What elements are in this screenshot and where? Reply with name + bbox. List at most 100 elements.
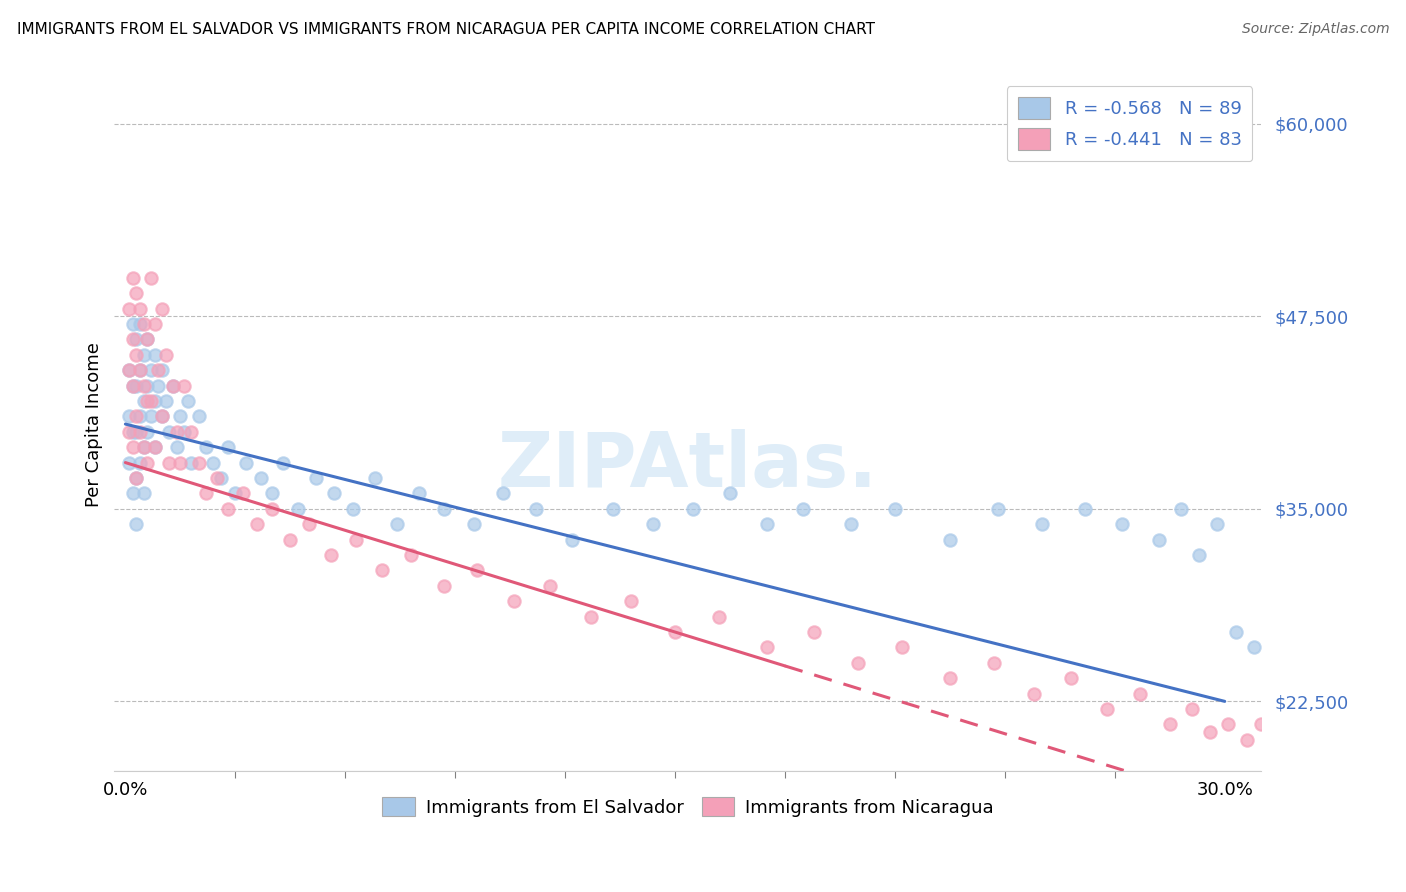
Immigrants from El Salvador bbox=[1031, 517, 1053, 532]
Immigrants from El Salvador bbox=[176, 394, 198, 409]
Immigrants from Nicaragua bbox=[1024, 687, 1046, 701]
Immigrants from El Salvador bbox=[162, 378, 184, 392]
Immigrants from Nicaragua bbox=[166, 425, 188, 439]
Immigrants from El Salvador bbox=[132, 486, 155, 500]
Immigrants from El Salvador bbox=[125, 378, 148, 392]
Immigrants from El Salvador bbox=[1243, 640, 1265, 655]
Immigrants from El Salvador bbox=[408, 486, 430, 500]
Immigrants from Nicaragua bbox=[173, 378, 195, 392]
Immigrants from El Salvador bbox=[363, 471, 385, 485]
Immigrants from El Salvador bbox=[157, 425, 180, 439]
Immigrants from El Salvador bbox=[1147, 533, 1170, 547]
Immigrants from Nicaragua bbox=[1250, 717, 1272, 731]
Immigrants from Nicaragua bbox=[129, 425, 152, 439]
Immigrants from Nicaragua bbox=[136, 332, 159, 346]
Immigrants from El Salvador bbox=[641, 517, 664, 532]
Immigrants from Nicaragua bbox=[939, 671, 962, 685]
Immigrants from Nicaragua bbox=[129, 363, 152, 377]
Immigrants from El Salvador bbox=[1170, 501, 1192, 516]
Immigrants from Nicaragua bbox=[139, 270, 162, 285]
Immigrants from El Salvador bbox=[180, 456, 202, 470]
Immigrants from El Salvador bbox=[121, 317, 143, 331]
Immigrants from El Salvador bbox=[136, 378, 159, 392]
Immigrants from El Salvador bbox=[187, 409, 209, 424]
Immigrants from Nicaragua bbox=[125, 409, 148, 424]
Immigrants from Nicaragua bbox=[803, 625, 825, 640]
Text: IMMIGRANTS FROM EL SALVADOR VS IMMIGRANTS FROM NICARAGUA PER CAPITA INCOME CORRE: IMMIGRANTS FROM EL SALVADOR VS IMMIGRANT… bbox=[17, 22, 875, 37]
Immigrants from Nicaragua bbox=[205, 471, 228, 485]
Immigrants from Nicaragua bbox=[118, 301, 141, 316]
Immigrants from Nicaragua bbox=[162, 378, 184, 392]
Immigrants from Nicaragua bbox=[150, 409, 173, 424]
Immigrants from El Salvador bbox=[136, 425, 159, 439]
Immigrants from Nicaragua bbox=[1298, 748, 1320, 763]
Immigrants from El Salvador bbox=[433, 501, 456, 516]
Immigrants from Nicaragua bbox=[180, 425, 202, 439]
Immigrants from Nicaragua bbox=[1097, 702, 1119, 716]
Immigrants from El Salvador bbox=[143, 440, 166, 454]
Immigrants from Nicaragua bbox=[1159, 717, 1181, 731]
Immigrants from El Salvador bbox=[118, 363, 141, 377]
Immigrants from Nicaragua bbox=[846, 656, 869, 670]
Immigrants from Nicaragua bbox=[1272, 732, 1295, 747]
Immigrants from El Salvador bbox=[939, 533, 962, 547]
Immigrants from Nicaragua bbox=[399, 548, 422, 562]
Immigrants from Nicaragua bbox=[1236, 732, 1258, 747]
Immigrants from Nicaragua bbox=[891, 640, 914, 655]
Immigrants from Nicaragua bbox=[246, 517, 269, 532]
Immigrants from Nicaragua bbox=[502, 594, 524, 608]
Immigrants from El Salvador bbox=[1188, 548, 1211, 562]
Immigrants from El Salvador bbox=[884, 501, 907, 516]
Immigrants from El Salvador bbox=[129, 456, 152, 470]
Immigrants from Nicaragua bbox=[132, 440, 155, 454]
Immigrants from El Salvador bbox=[129, 317, 152, 331]
Immigrants from Nicaragua bbox=[132, 378, 155, 392]
Immigrants from El Salvador bbox=[132, 440, 155, 454]
Immigrants from El Salvador bbox=[250, 471, 273, 485]
Immigrants from El Salvador bbox=[118, 409, 141, 424]
Legend: Immigrants from El Salvador, Immigrants from Nicaragua: Immigrants from El Salvador, Immigrants … bbox=[375, 790, 1001, 824]
Immigrants from Nicaragua bbox=[143, 317, 166, 331]
Immigrants from El Salvador bbox=[125, 332, 148, 346]
Immigrants from El Salvador bbox=[125, 425, 148, 439]
Immigrants from El Salvador bbox=[129, 409, 152, 424]
Immigrants from El Salvador bbox=[195, 440, 218, 454]
Immigrants from Nicaragua bbox=[664, 625, 686, 640]
Immigrants from El Salvador bbox=[1225, 625, 1247, 640]
Immigrants from El Salvador bbox=[1286, 671, 1309, 685]
Immigrants from El Salvador bbox=[235, 456, 257, 470]
Immigrants from Nicaragua bbox=[125, 286, 148, 301]
Immigrants from Nicaragua bbox=[260, 501, 283, 516]
Immigrants from Nicaragua bbox=[983, 656, 1005, 670]
Immigrants from Nicaragua bbox=[121, 270, 143, 285]
Immigrants from El Salvador bbox=[1206, 517, 1229, 532]
Immigrants from Nicaragua bbox=[1181, 702, 1204, 716]
Immigrants from Nicaragua bbox=[136, 456, 159, 470]
Immigrants from El Salvador bbox=[986, 501, 1008, 516]
Text: ZIPAtlas.: ZIPAtlas. bbox=[498, 429, 877, 503]
Immigrants from El Salvador bbox=[143, 394, 166, 409]
Immigrants from Nicaragua bbox=[1327, 748, 1350, 763]
Immigrants from Nicaragua bbox=[1284, 748, 1306, 763]
Immigrants from Nicaragua bbox=[125, 348, 148, 362]
Immigrants from El Salvador bbox=[792, 501, 814, 516]
Immigrants from El Salvador bbox=[839, 517, 862, 532]
Immigrants from Nicaragua bbox=[298, 517, 321, 532]
Immigrants from Nicaragua bbox=[1330, 740, 1353, 755]
Immigrants from Nicaragua bbox=[136, 394, 159, 409]
Immigrants from Nicaragua bbox=[157, 456, 180, 470]
Immigrants from Nicaragua bbox=[1199, 725, 1222, 739]
Immigrants from El Salvador bbox=[385, 517, 408, 532]
Immigrants from El Salvador bbox=[342, 501, 364, 516]
Immigrants from Nicaragua bbox=[150, 301, 173, 316]
Immigrants from El Salvador bbox=[1305, 656, 1327, 670]
Immigrants from El Salvador bbox=[139, 363, 162, 377]
Immigrants from Nicaragua bbox=[148, 363, 170, 377]
Immigrants from El Salvador bbox=[1257, 617, 1279, 632]
Immigrants from El Salvador bbox=[173, 425, 195, 439]
Immigrants from El Salvador bbox=[524, 501, 547, 516]
Immigrants from Nicaragua bbox=[232, 486, 254, 500]
Immigrants from El Salvador bbox=[1272, 656, 1295, 670]
Immigrants from El Salvador bbox=[155, 394, 177, 409]
Immigrants from El Salvador bbox=[602, 501, 624, 516]
